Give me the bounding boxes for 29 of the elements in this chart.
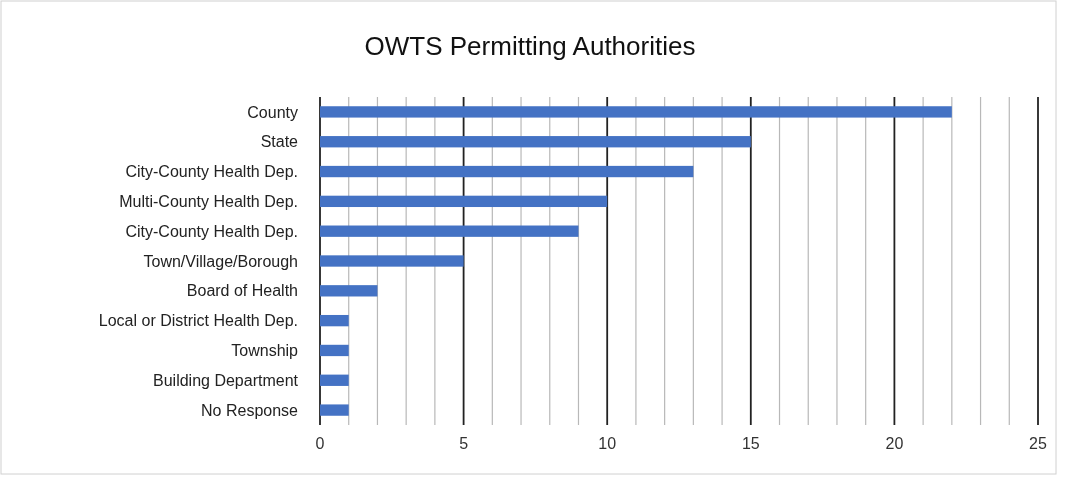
x-tick-label: 15 (741, 435, 760, 452)
bar (320, 374, 349, 386)
y-tick-label: Township (231, 342, 299, 360)
bar (320, 165, 694, 178)
bar (320, 195, 608, 208)
bar (320, 136, 751, 148)
x-tick-label: 10 (598, 435, 617, 452)
y-tick-label: City-County Health Dep. (125, 222, 298, 240)
y-tick-label: State (260, 133, 299, 151)
chart-title: OWTS Permitting Authorities (364, 31, 696, 61)
bar (320, 344, 349, 357)
bar (320, 285, 378, 297)
bar (320, 106, 952, 118)
y-tick-label: No Response (201, 401, 299, 419)
y-tick-label: Local or District Health Dep. (98, 312, 298, 330)
x-tick-label: 0 (315, 435, 325, 452)
bar (320, 314, 349, 327)
x-tick-label: 20 (885, 435, 904, 452)
y-tick-label: Multi-County Health Dep. (119, 192, 298, 210)
bar (320, 225, 579, 237)
y-tick-label: Board of Health (186, 282, 298, 300)
y-tick-label: Town/Village/Borough (143, 252, 298, 270)
bar (320, 255, 464, 267)
y-tick-label: Building Department (153, 371, 299, 389)
x-tick-label: 25 (1029, 435, 1047, 452)
x-tick-label: 5 (459, 435, 469, 452)
bar (320, 404, 349, 416)
y-tick-label: City-County Health Dep. (125, 163, 298, 181)
y-tick-label: County (247, 103, 298, 121)
